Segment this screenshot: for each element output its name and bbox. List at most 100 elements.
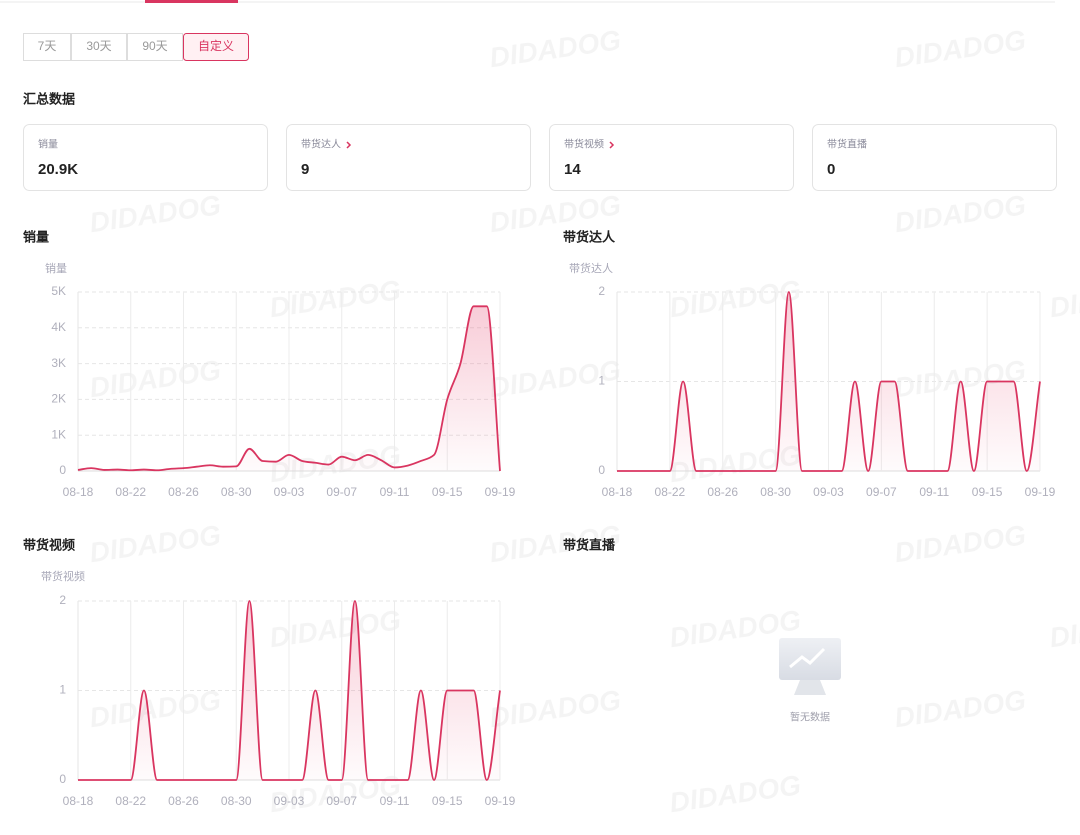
y-axis-name: 销量	[45, 261, 67, 275]
line-chart: 带货达人 0 1 2 08-18 08-22 08-26 08-30 09-03 09-07 09-…	[569, 261, 1056, 499]
tab-label[interactable]: 90天	[142, 39, 167, 53]
card-chevron[interactable]	[346, 141, 352, 149]
y-tick-label: 0	[598, 463, 605, 477]
empty-chart: 暂无数据	[779, 638, 841, 724]
line	[617, 291, 1041, 472]
tab-box[interactable]	[23, 33, 71, 61]
y-tick-label: 1	[598, 374, 605, 388]
y-tick-label: 2	[59, 593, 66, 607]
range-tab[interactable]: 7天	[23, 33, 71, 61]
chart-title: 带货视频	[23, 537, 75, 552]
summary-card: 带货直播 0	[812, 124, 1057, 191]
watermark: DIDADOG	[488, 24, 623, 73]
line	[78, 600, 501, 781]
watermark: DIDADOG	[893, 189, 1028, 238]
x-tick-label: 08-18	[63, 794, 94, 808]
line	[77, 305, 501, 472]
x-tick-label: 08-22	[115, 794, 146, 808]
card-box	[23, 124, 268, 191]
card-value[interactable]: 9	[301, 161, 309, 178]
range-tab[interactable]: 自定义	[183, 33, 249, 61]
range-tabs: 7天 30天 90天 自定义	[23, 33, 249, 61]
x-tick-label: 09-03	[813, 485, 844, 499]
watermark: DIDADOG	[268, 274, 403, 323]
tab-box[interactable]	[71, 33, 127, 61]
x-tick-label: 09-15	[432, 485, 463, 499]
y-tick-label: 1K	[51, 427, 66, 441]
watermark: DIDADOG	[668, 274, 803, 323]
tab-box[interactable]	[127, 33, 183, 61]
y-tick-label: 5K	[51, 284, 66, 298]
x-tick-label: 08-30	[221, 794, 252, 808]
watermark: DIDADOG	[88, 354, 223, 403]
watermark: DIDADOG	[893, 519, 1028, 568]
watermark: DIDADOG	[668, 769, 803, 818]
summary-card[interactable]: 带货视频 14	[549, 124, 794, 191]
line-area	[78, 601, 500, 780]
card-box[interactable]	[549, 124, 794, 191]
range-tab[interactable]: 90天	[127, 33, 183, 61]
card-label[interactable]: 带货达人	[301, 138, 341, 151]
empty-message: 暂无数据	[790, 711, 830, 724]
x-tick-label: 09-15	[972, 485, 1003, 499]
summary-card[interactable]: 带货达人 9	[286, 124, 531, 191]
card-box	[812, 124, 1057, 191]
x-tick-label: 08-26	[168, 485, 199, 499]
x-tick-label: 09-03	[274, 794, 305, 808]
x-tick-label: 08-26	[168, 794, 199, 808]
y-tick-label: 3K	[51, 356, 66, 370]
card-label: 带货直播	[827, 138, 867, 151]
watermark: DIDADOG	[893, 24, 1028, 73]
y-tick-label: 0	[59, 772, 66, 786]
card-label[interactable]: 带货视频	[564, 138, 604, 151]
watermark: DIDADOG	[488, 684, 623, 733]
x-tick-label: 08-18	[63, 485, 94, 499]
x-tick-label: 08-22	[115, 485, 146, 499]
card-value: 0	[827, 161, 835, 178]
x-tick-label: 09-11	[380, 794, 410, 808]
x-tick-label: 09-03	[274, 485, 305, 499]
x-tick-label: 09-19	[1025, 485, 1056, 499]
tab-box[interactable]	[183, 33, 249, 61]
x-tick-label: 08-30	[221, 485, 252, 499]
watermark: DIDADOG	[88, 684, 223, 733]
x-tick-label: 08-22	[655, 485, 686, 499]
tab-label[interactable]: 自定义	[198, 38, 234, 53]
watermark: DIDADOG	[88, 189, 223, 238]
watermark: DIDADOG	[1048, 604, 1080, 653]
watermark: DIDADOG	[1048, 274, 1080, 323]
y-axis-name: 带货达人	[569, 261, 613, 275]
y-tick-label: 2K	[51, 392, 66, 406]
summary-cards: 销量 20.9K 带货达人 9 带货视频 14 带货直播 0	[23, 124, 1057, 191]
x-tick-label: 09-07	[866, 485, 897, 499]
card-box[interactable]	[286, 124, 531, 191]
y-tick-label: 1	[59, 683, 66, 697]
line-area	[78, 306, 500, 471]
card-value[interactable]: 14	[564, 161, 581, 178]
line-chart: 销量 0 1K 2K 3K 4K 5K 08-18 08-22 08-26 08-30 09-03 09…	[45, 261, 516, 499]
x-tick-label: 08-26	[707, 485, 738, 499]
x-tick-label: 09-11	[919, 485, 949, 499]
active-tab-underline	[145, 0, 238, 3]
chart-title: 带货达人	[563, 229, 616, 244]
x-tick-label: 09-15	[432, 794, 463, 808]
x-tick-label: 09-11	[380, 485, 410, 499]
x-tick-label: 09-19	[485, 794, 516, 808]
tab-label[interactable]: 7天	[38, 39, 57, 53]
tab-label[interactable]: 30天	[86, 39, 111, 53]
card-chevron[interactable]	[609, 141, 615, 149]
x-tick-label: 08-18	[602, 485, 633, 499]
section-title: 汇总数据	[23, 91, 75, 106]
chart-title: 销量	[23, 229, 49, 244]
line-chart: 带货视频 0 1 2 08-18 08-22 08-26 08-30 09-03 09-07 09-…	[41, 569, 516, 808]
y-tick-label: 0	[59, 463, 66, 477]
watermark: DIDADOG	[88, 519, 223, 568]
empty-icon	[779, 638, 841, 680]
empty-icon-line	[789, 647, 826, 669]
chart-title: 带货直播	[563, 537, 616, 552]
range-tab[interactable]: 30天	[71, 33, 127, 61]
empty-icon-stand	[794, 680, 826, 695]
